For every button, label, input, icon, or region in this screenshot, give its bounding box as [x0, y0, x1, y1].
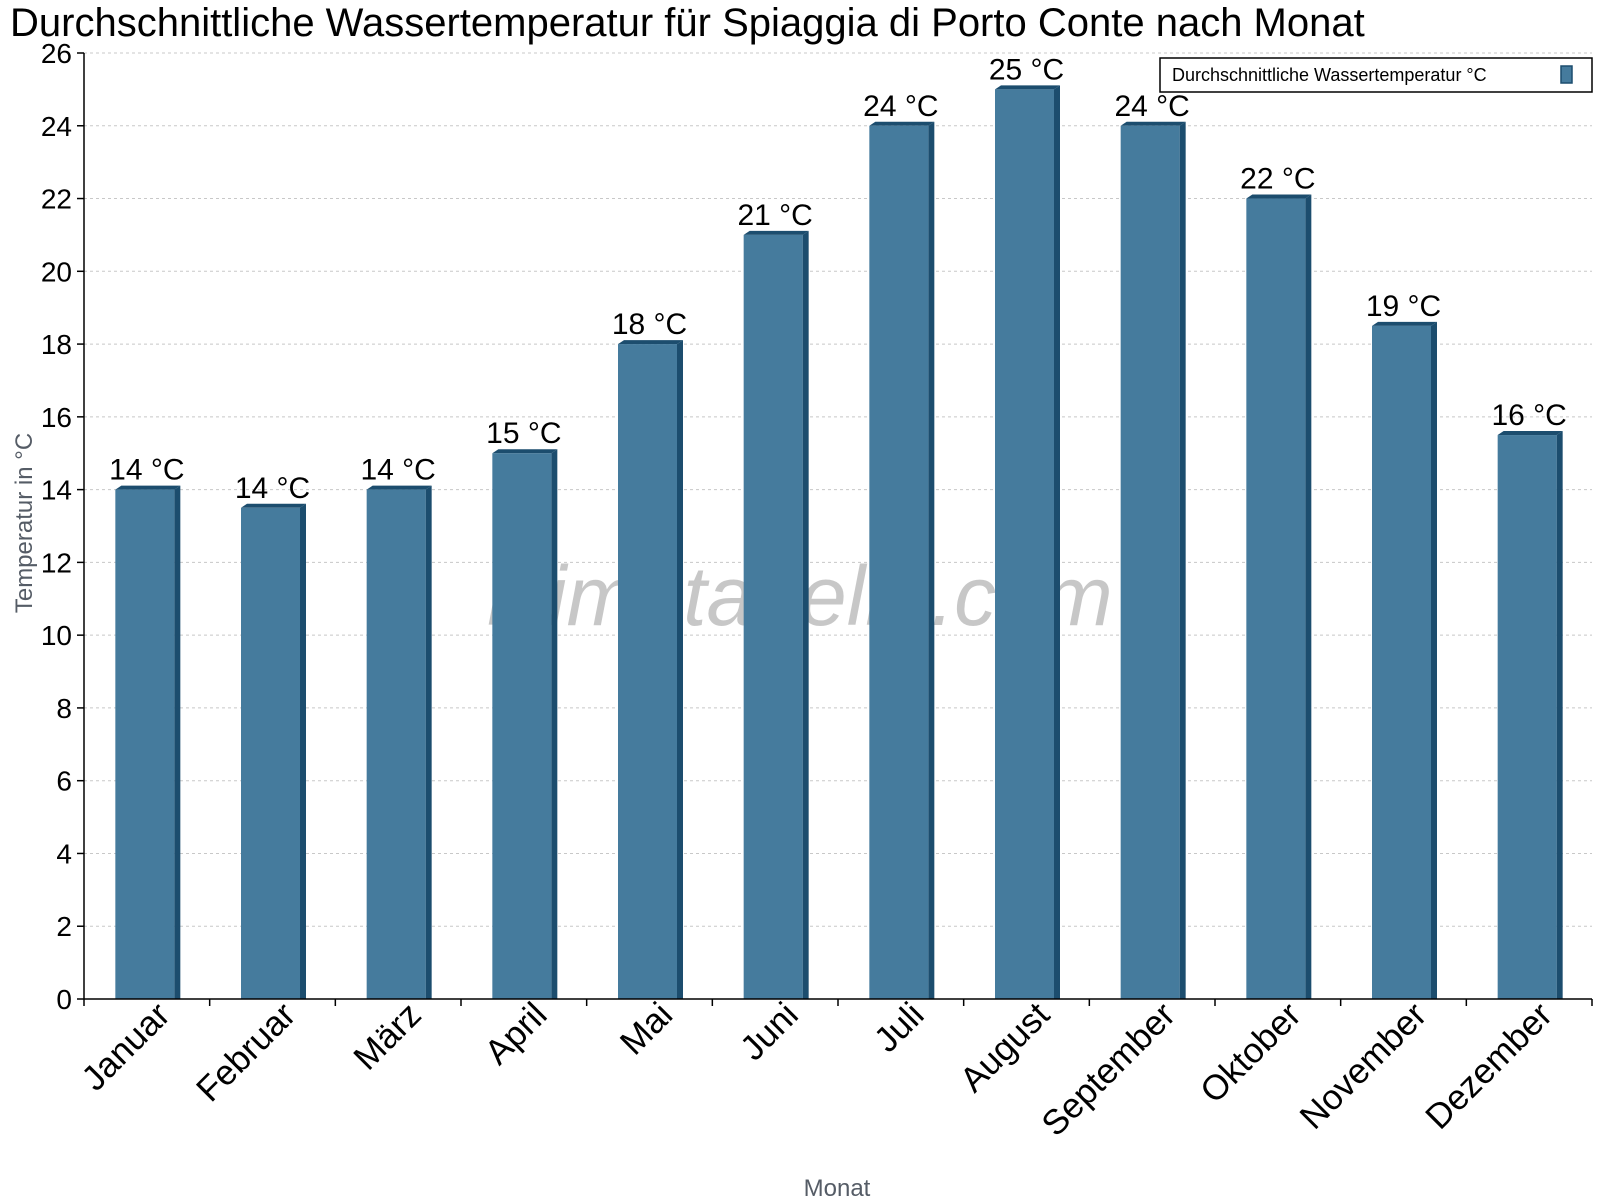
- bar-value-label: 22 °C: [1240, 163, 1315, 196]
- bar-top: [1120, 121, 1186, 126]
- bar-side: [174, 485, 181, 1000]
- bar: [1120, 125, 1180, 1000]
- bar-top: [743, 230, 809, 235]
- bar-side: [1305, 194, 1312, 1000]
- axes: [77, 52, 1593, 1006]
- bar: [869, 125, 929, 1000]
- x-tick-label: Februar: [189, 995, 303, 1109]
- chart-title: Durchschnittliche Wassertemperatur für S…: [10, 1, 1365, 45]
- x-tick-label: April: [477, 995, 554, 1072]
- bar-value-label: 14 °C: [360, 454, 435, 487]
- bar-value-label: 14 °C: [235, 472, 310, 505]
- x-tick-label: August: [953, 995, 1058, 1100]
- bar-side: [1054, 85, 1060, 999]
- bar-top: [115, 485, 181, 490]
- bar-side: [928, 121, 935, 1000]
- y-tick-label: 20: [41, 256, 72, 287]
- bar-top: [492, 449, 558, 454]
- bar: [492, 453, 552, 999]
- bar-value-label: 24 °C: [863, 90, 938, 123]
- y-tick-label: 14: [41, 475, 72, 506]
- bar-value-label: 18 °C: [612, 308, 687, 341]
- grid-lines: [84, 52, 1592, 927]
- bar: [1246, 198, 1306, 1000]
- legend-label: Durchschnittliche Wassertemperatur °C: [1172, 65, 1487, 85]
- bar: [366, 489, 426, 999]
- bar-top: [618, 340, 683, 345]
- x-tick-label: November: [1292, 995, 1434, 1137]
- legend-swatch: [1560, 65, 1573, 84]
- bar-group: 22 °C: [1240, 163, 1316, 1000]
- bar: [241, 507, 300, 999]
- bar: [115, 489, 175, 999]
- bars: 14 °C 14 °C 14 °C 15 °C 18 °C 21 °C 24 °C 25 °C…: [109, 53, 1567, 1000]
- bar-value-label: 16 °C: [1491, 399, 1566, 432]
- y-tick-label: 8: [56, 693, 72, 724]
- bar-top: [1497, 431, 1563, 436]
- bar-value-label: 15 °C: [486, 417, 561, 450]
- bar-side: [1431, 321, 1437, 999]
- x-tick-label: Juni: [733, 995, 806, 1068]
- y-tick-label: 6: [56, 766, 72, 797]
- bar-group: 21 °C: [737, 199, 813, 999]
- bar-side: [802, 230, 809, 999]
- legend: Durchschnittliche Wassertemperatur °C: [1159, 57, 1593, 93]
- x-tick-label: Januar: [74, 995, 177, 1098]
- bar-top: [241, 503, 306, 508]
- x-tick-label: Juli: [867, 995, 932, 1060]
- bar-group: 14 °C: [109, 454, 185, 1000]
- bar: [1497, 435, 1557, 999]
- bar-group: 18 °C: [612, 308, 687, 1000]
- x-tick-label: September: [1034, 995, 1183, 1144]
- bar-value-label: 14 °C: [109, 454, 184, 487]
- y-axis-title: Temperatur in °C: [11, 433, 38, 613]
- bar-top: [995, 85, 1060, 90]
- bar-side: [425, 485, 432, 1000]
- bar-value-label: 25 °C: [989, 53, 1064, 86]
- x-tick-labels: Januar Februar März April Mai Juni Juli AugustS…: [74, 995, 1560, 1144]
- bar-top: [1372, 321, 1437, 326]
- y-tick-label: 10: [41, 620, 72, 651]
- x-tick-label: März: [346, 995, 429, 1078]
- y-tick-label: 24: [41, 111, 72, 142]
- x-tick-label: Oktober: [1193, 995, 1309, 1111]
- bar-group: 25 °C: [989, 53, 1064, 999]
- y-tick-label: 26: [41, 38, 72, 69]
- bar-group: 19 °C: [1366, 290, 1441, 999]
- bar-side: [677, 340, 683, 1000]
- bar: [1372, 325, 1431, 999]
- bar-top: [869, 121, 935, 126]
- y-tick-label: 18: [41, 329, 72, 360]
- bar-side: [1556, 431, 1563, 999]
- bar: [618, 344, 677, 1000]
- bar-top: [366, 485, 432, 490]
- bar-value-label: 24 °C: [1114, 90, 1189, 123]
- bar-group: 16 °C: [1491, 399, 1567, 999]
- bar-group: 24 °C: [1114, 90, 1190, 1000]
- bar-value-label: 19 °C: [1366, 290, 1441, 323]
- y-tick-label: 4: [56, 838, 72, 869]
- x-axis-title: Monat: [804, 1175, 871, 1200]
- bar-side: [300, 503, 306, 999]
- bar-group: 15 °C: [486, 417, 562, 999]
- legend-box: [1159, 57, 1593, 93]
- x-tick-label: Mai: [613, 995, 680, 1062]
- bar-group: 24 °C: [863, 90, 939, 1000]
- bar-side: [1179, 121, 1186, 1000]
- bar: [995, 89, 1054, 999]
- bar-side: [551, 449, 558, 999]
- y-tick-label: 12: [41, 547, 72, 578]
- y-tick-label: 0: [56, 984, 72, 1015]
- bar-top: [1246, 194, 1312, 199]
- y-tick-label: 2: [56, 911, 72, 942]
- bar: [743, 234, 803, 999]
- y-tick-label: 16: [41, 402, 72, 433]
- y-tick-label: 22: [41, 184, 72, 215]
- bar-group: 14 °C: [360, 454, 436, 1000]
- x-tick-label: Dezember: [1418, 995, 1560, 1137]
- bar-group: 14 °C: [235, 472, 310, 999]
- bar-value-label: 21 °C: [737, 199, 812, 232]
